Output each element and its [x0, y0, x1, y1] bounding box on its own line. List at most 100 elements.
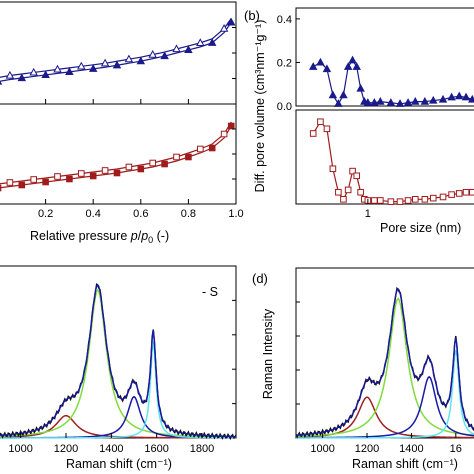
measured-spectrum-line — [0, 282, 237, 441]
tick-label: 16 — [450, 443, 462, 455]
tick-label: 1000 — [8, 443, 32, 455]
data-point — [421, 196, 429, 203]
panel-d-plot — [295, 286, 474, 439]
tick-label: 1600 — [144, 443, 168, 455]
data-point — [227, 122, 235, 130]
data-point — [184, 45, 193, 54]
fit-peak-line — [295, 349, 474, 439]
panel-d-frame — [295, 267, 474, 439]
data-point — [335, 188, 342, 196]
data-point — [447, 92, 456, 101]
data-point — [357, 188, 364, 196]
fit-envelope-line — [0, 283, 237, 438]
data-point — [42, 178, 49, 186]
tick-label: 0.2 — [277, 57, 292, 69]
data-point — [396, 198, 404, 205]
tick-label: 0.0 — [277, 101, 292, 113]
panel-b-upper-frame — [295, 7, 474, 107]
tick-label: 1 — [365, 208, 371, 220]
tick-label: 0.6 — [133, 208, 148, 220]
data-point — [196, 38, 205, 46]
fit-peak-line — [0, 341, 237, 439]
data-point — [78, 170, 85, 177]
panel-b-x-axis-label: Pore size (nm) — [380, 221, 461, 235]
data-point — [100, 58, 110, 67]
data-point — [172, 44, 181, 53]
data-point — [462, 188, 470, 196]
data-point — [309, 130, 317, 137]
data-point — [89, 172, 97, 180]
data-point — [352, 62, 361, 70]
data-point — [429, 95, 438, 104]
data-point — [6, 179, 14, 186]
data-point — [429, 194, 437, 202]
fit-envelope-line — [295, 287, 474, 436]
data-point — [322, 64, 332, 73]
data-point — [113, 169, 121, 177]
data-point — [317, 118, 324, 126]
data-point — [226, 17, 236, 26]
panel-d-y-axis-label: Raman Intensity — [261, 308, 275, 399]
data-point — [448, 191, 455, 198]
data-point — [29, 67, 38, 76]
data-point — [88, 64, 98, 72]
series-line — [312, 59, 473, 105]
data-point — [356, 83, 365, 92]
data-point — [468, 188, 474, 196]
data-point — [207, 38, 217, 46]
data-point — [411, 97, 420, 105]
tick-label: 0.2 — [38, 208, 53, 220]
tick-label: 1400 — [399, 443, 423, 455]
data-point — [18, 181, 26, 189]
tick-label: 0.8 — [181, 208, 196, 220]
panel-c: 1000 1200 1400 1600 1800 - S Raman shift (cm… — [0, 265, 237, 471]
data-point — [316, 57, 325, 66]
tick-label: 1.0 — [228, 208, 243, 220]
data-point — [0, 80, 3, 85]
panel-c-annotation: - S — [202, 285, 218, 299]
data-point — [77, 61, 86, 70]
data-point — [41, 70, 50, 79]
data-point — [30, 176, 37, 183]
fit-peak-line — [295, 375, 474, 439]
data-point — [387, 198, 395, 205]
data-point — [219, 23, 229, 32]
data-point — [461, 92, 471, 101]
panel-a-upper-frame — [0, 1, 237, 105]
panel-c-x-axis-label: Raman shift (cm⁻¹) — [66, 457, 172, 471]
data-point — [54, 173, 61, 180]
data-point — [455, 190, 463, 197]
data-point — [343, 62, 353, 70]
tick-label: 0.4 — [86, 208, 101, 220]
data-point — [185, 153, 192, 161]
panel-d-label: (d) — [252, 271, 268, 286]
panel-d: (d) 1000 1200 1400 16 Raman Intensity Raman… — [252, 267, 474, 471]
data-point — [124, 54, 134, 63]
panel-b-label: (b) — [244, 8, 260, 23]
panel-b-lower-plot — [309, 118, 474, 205]
data-point — [148, 49, 157, 58]
data-point — [370, 98, 379, 106]
data-point — [395, 99, 405, 107]
data-point — [329, 165, 337, 173]
data-point — [160, 51, 169, 60]
panel-a-upper-plot — [0, 17, 236, 85]
data-point — [403, 98, 413, 106]
fit-peak-line — [0, 288, 237, 438]
data-point — [161, 160, 168, 168]
data-point — [101, 167, 109, 174]
data-point — [344, 186, 352, 194]
data-point — [420, 97, 430, 105]
tick-label: 1200 — [54, 443, 78, 455]
data-point — [439, 193, 447, 201]
data-point — [149, 159, 156, 167]
data-point — [136, 56, 146, 65]
panel-a-x-axis-label: Relative pressure p/p0 (-) — [30, 229, 169, 245]
panel-b: (b) 0.0 0.2 0.4 1 Diff. pore volume (cm³nm… — [244, 7, 474, 235]
fit-peak-line — [295, 297, 474, 438]
panel-b-lower-frame — [295, 109, 474, 205]
series-line-desorption — [0, 121, 232, 185]
panel-b-x-ticks: 1 — [365, 199, 371, 220]
panel-a-lower-frame — [0, 103, 237, 205]
